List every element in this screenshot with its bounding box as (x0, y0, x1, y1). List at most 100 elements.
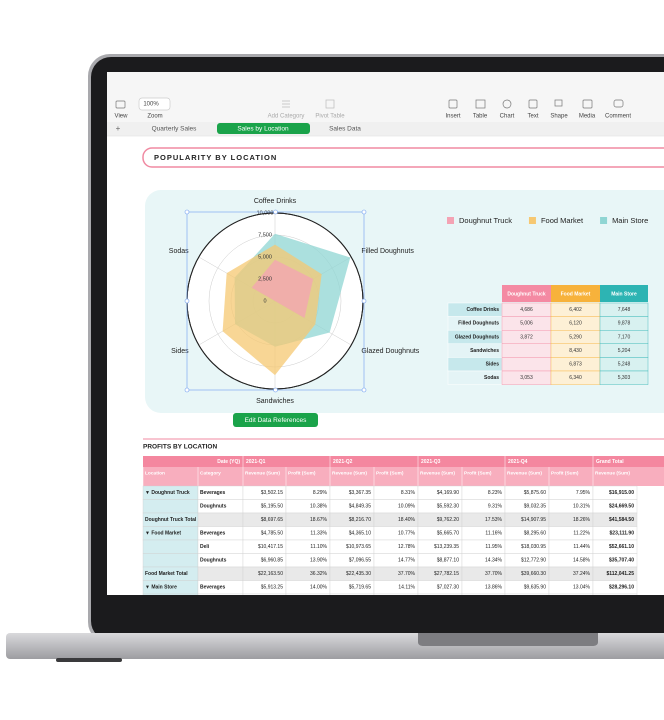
table-value: Doughnuts (200, 504, 227, 510)
header-label: Revenue (Sum) (245, 470, 280, 476)
header-label: Revenue (Sum) (595, 470, 630, 476)
table-value: $28,296.10 (609, 585, 634, 591)
cell-value: 7,648 (618, 307, 631, 313)
table-value: $6,960.85 (261, 558, 283, 564)
table-value: $9,762.20 (437, 517, 459, 523)
table-value: 18.26% (573, 517, 591, 523)
legend-swatch (447, 217, 454, 224)
row-header: Coffee Drinks (466, 307, 499, 313)
handle[interactable] (361, 387, 367, 393)
handle[interactable] (184, 387, 190, 393)
cell-value: 5,290 (569, 334, 582, 340)
table-value: 13.04% (573, 585, 591, 591)
table-value: $22,163.50 (258, 571, 283, 577)
table-value: $8,877.10 (437, 558, 459, 564)
handle[interactable] (361, 298, 367, 304)
table-cell (548, 593, 594, 595)
column-header: Food Market (561, 291, 591, 297)
table-value: Beverages (200, 585, 226, 591)
header-label: Revenue (Sum) (420, 470, 455, 476)
icon (554, 99, 563, 107)
edit-button[interactable] (233, 413, 318, 427)
table-value: 10.09% (398, 504, 416, 510)
table-value: 8.29% (313, 490, 328, 496)
legend-swatch (600, 217, 608, 224)
table-value: $5,195.50 (261, 504, 283, 510)
table-cell (142, 499, 199, 514)
table-value: $16,915.00 (609, 490, 634, 496)
handle[interactable] (273, 387, 278, 393)
table-value: $24,669.50 (609, 504, 634, 510)
table-value: 10.38% (310, 504, 328, 510)
active-tab[interactable] (217, 123, 310, 134)
header-label: Profit (Sum) (376, 470, 404, 476)
toolbar-label: Pivot Table (315, 114, 345, 120)
table-value: 14.58% (573, 558, 591, 564)
toolbar-icons (115, 97, 624, 111)
table-value: $5,875.60 (524, 490, 546, 496)
header-label: Date (YQ) (217, 459, 240, 465)
toolbar-label: 100% (143, 102, 159, 108)
row-header: Sides (486, 362, 500, 368)
toolbar (107, 72, 664, 122)
header-cell (600, 285, 648, 302)
toolbar-label: Table (473, 114, 488, 120)
table-value: $7,027.30 (437, 585, 459, 591)
toolbar-label: Text (527, 114, 538, 120)
table-cell (329, 593, 375, 595)
table-value: 37.70% (485, 571, 503, 577)
table-cell (417, 593, 463, 595)
r-tick-label: 7,500 (258, 232, 272, 238)
table-cell (504, 593, 550, 595)
icon (448, 99, 458, 109)
header-label: Profit (Sum) (551, 470, 579, 476)
legend-label: Food Market (541, 216, 584, 225)
icon (282, 100, 290, 108)
table-value: Doughnut Truck Total (145, 517, 197, 523)
table-cell (373, 593, 419, 595)
category-label: Sodas (169, 248, 189, 255)
header-label: Location (145, 470, 165, 476)
edit-button-label[interactable]: Edit Data References (245, 417, 308, 424)
table-title: PROFITS BY LOCATION (143, 444, 217, 451)
table-value: 14.77% (398, 558, 416, 564)
table-value: $5,665.70 (437, 531, 459, 537)
header-label: 2021-Q2 (333, 459, 353, 465)
icon (475, 99, 486, 109)
table-value: $4,365.10 (349, 531, 371, 537)
table-value: 13.86% (485, 585, 503, 591)
r-tick-label: 5,000 (258, 254, 272, 260)
radar-area (251, 259, 314, 319)
legend-label: Main Store (612, 216, 648, 225)
table-value: 11.10% (310, 544, 327, 550)
cell-value: 7,170 (618, 334, 631, 340)
toolbar-label: Shape (550, 114, 568, 120)
row-header: Filled Doughnuts (458, 321, 499, 327)
table-value: $18,030.95 (521, 544, 546, 550)
handle[interactable] (184, 298, 190, 304)
header-cell (551, 285, 600, 302)
table-value: $12,772.90 (521, 558, 546, 564)
table-value: $3,502.15 (261, 490, 283, 496)
toolbar-label: Zoom (147, 114, 162, 120)
sheet-title: POPULARITY BY LOCATION (154, 153, 277, 162)
table-value: 18.40% (398, 517, 416, 523)
table-cell (142, 593, 199, 595)
icon (613, 99, 624, 108)
row-header: Glazed Doughnuts (455, 334, 499, 340)
table-cell (142, 553, 199, 568)
cell (599, 370, 649, 385)
handle[interactable] (273, 209, 278, 215)
handle[interactable] (361, 209, 367, 215)
handle[interactable] (184, 209, 190, 215)
table-value: 12.78% (398, 544, 416, 550)
header-label: Grand Total (596, 459, 624, 465)
table-value: 8.31% (401, 490, 416, 496)
category-label: Filled Doughnuts (361, 248, 414, 255)
header-label: Profit (Sum) (288, 470, 316, 476)
table-cell (197, 512, 244, 527)
add-sheet: + (116, 124, 121, 133)
table-value: $35,707.40 (609, 558, 634, 564)
table-value: 10.77% (398, 531, 416, 537)
table-value: $22,435.30 (346, 571, 371, 577)
